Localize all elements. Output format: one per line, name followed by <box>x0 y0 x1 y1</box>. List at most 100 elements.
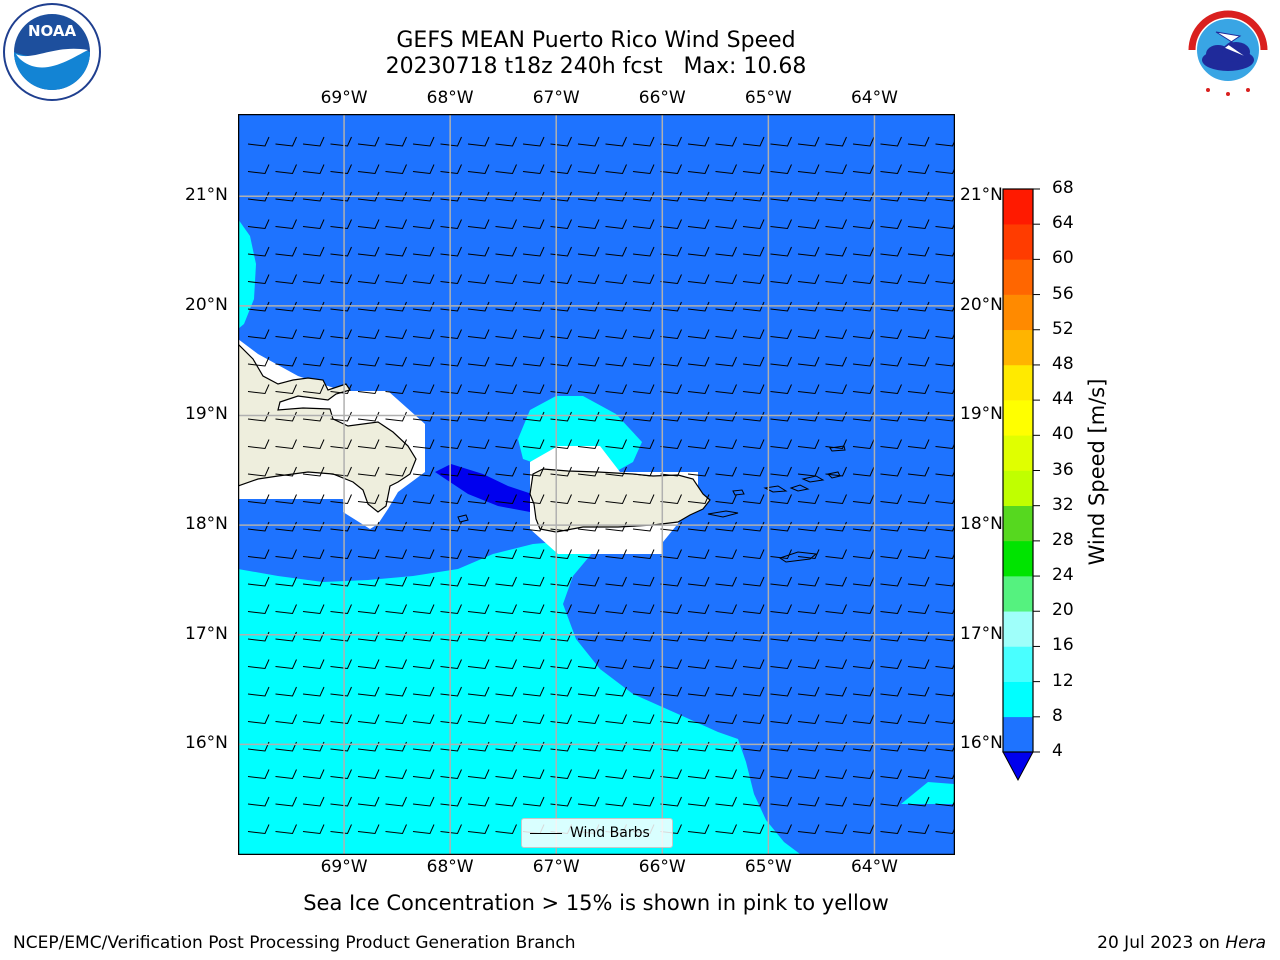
colorbar-bin <box>1003 470 1033 506</box>
wind-barb <box>770 301 792 312</box>
wind-barb <box>577 714 600 725</box>
wind-barb <box>687 274 710 285</box>
wind-barb <box>742 796 765 807</box>
wind-barb <box>742 549 765 560</box>
wind-barb <box>577 329 600 340</box>
wind-barb <box>770 356 792 367</box>
wind-barb <box>880 356 902 367</box>
wind-barb <box>302 274 325 285</box>
wind-barb <box>385 356 407 367</box>
lat-label-left: 17°N <box>185 623 228 644</box>
wind-barb <box>247 714 270 725</box>
wind-barb <box>797 246 820 257</box>
wind-barb <box>632 164 655 175</box>
wind-barb <box>385 576 407 587</box>
colorbar-tick-label: 40 <box>1052 424 1074 445</box>
wind-barb <box>467 769 490 780</box>
wind-barb <box>495 576 517 587</box>
wind-barb <box>605 494 627 505</box>
wind-barb <box>247 439 270 450</box>
wind-barb <box>660 796 682 807</box>
wind-barb <box>605 301 627 312</box>
wind-barb <box>495 604 517 615</box>
wind-barb <box>852 576 875 587</box>
wind-barb <box>495 549 517 560</box>
wind-barb <box>275 219 297 230</box>
colorbar-bin <box>1003 224 1033 260</box>
wind-barb <box>412 604 435 615</box>
wind-barb <box>770 164 792 175</box>
wind-barb <box>495 301 517 312</box>
wind-barb <box>605 769 627 780</box>
legend-line-icon <box>530 832 562 834</box>
wind-barb <box>715 686 737 697</box>
wind-barb <box>770 439 792 450</box>
lat-label-left: 20°N <box>185 294 228 315</box>
wind-barb <box>467 714 490 725</box>
wind-barb <box>275 824 297 835</box>
colorbar-tick-label: 68 <box>1052 178 1074 198</box>
wind-barb <box>302 494 325 505</box>
wind-barb <box>825 219 847 230</box>
island-tortola <box>801 475 825 483</box>
lon-label-top: 69°W <box>320 88 368 108</box>
wind-barb <box>412 494 435 505</box>
wind-barb <box>935 746 954 752</box>
wind-barb <box>440 136 462 147</box>
wind-barb <box>852 466 875 477</box>
wind-barb <box>797 604 820 615</box>
wind-barb <box>440 604 462 615</box>
wind-barb <box>687 191 710 202</box>
wind-barb <box>247 796 270 807</box>
wind-barb <box>412 136 435 147</box>
wind-barb <box>797 686 820 697</box>
map-frame <box>238 114 955 855</box>
wind-barb <box>357 246 380 257</box>
wind-barb <box>302 659 325 670</box>
wind-barb <box>247 576 270 587</box>
wind-barb <box>302 439 325 450</box>
wind-barb <box>467 686 490 697</box>
lat-label-right: 19°N <box>960 404 1003 425</box>
wind-barb <box>907 301 930 312</box>
colorbar-bin <box>1003 576 1033 612</box>
footer-machine: Hera <box>1225 933 1266 953</box>
wind-barb <box>330 466 352 477</box>
wind-barb <box>907 384 930 395</box>
wind-barb <box>742 384 765 395</box>
wind-barb <box>522 604 545 615</box>
wind-barb <box>742 659 765 670</box>
wind-barb <box>825 439 847 450</box>
wind-barb <box>742 191 765 202</box>
land-hispaniola <box>238 343 417 513</box>
wind-barb <box>247 466 270 477</box>
island-vieques <box>707 510 739 518</box>
wind-barb <box>440 191 462 202</box>
footer-date: 20 Jul 2023 on Hera <box>1097 933 1266 953</box>
wind-barb <box>660 356 682 367</box>
wind-barb <box>440 356 462 367</box>
lat-label-left: 16°N <box>185 733 228 754</box>
wind-barb <box>605 384 627 395</box>
wind-barb <box>302 576 325 587</box>
wind-barb <box>440 384 462 395</box>
wind-barb <box>302 164 325 175</box>
wind-barb <box>357 576 380 587</box>
wind-barb <box>302 356 325 367</box>
wind-barb <box>577 494 600 505</box>
wind-barb <box>852 686 875 697</box>
wind-barb <box>330 576 352 587</box>
wind-barb <box>687 686 710 697</box>
wind-barb <box>412 329 435 340</box>
wind-barb <box>385 219 407 230</box>
wind-barb <box>880 466 902 477</box>
wind-barb <box>687 576 710 587</box>
wind-barb <box>275 329 297 340</box>
wind-barb <box>495 356 517 367</box>
wind-barb <box>357 769 380 780</box>
wind-barb <box>577 274 600 285</box>
wind-barb <box>907 356 930 367</box>
wind-barb <box>522 274 545 285</box>
wind-barb <box>880 796 902 807</box>
map-title: GEFS MEAN Puerto Rico Wind Speed <box>396 28 796 53</box>
